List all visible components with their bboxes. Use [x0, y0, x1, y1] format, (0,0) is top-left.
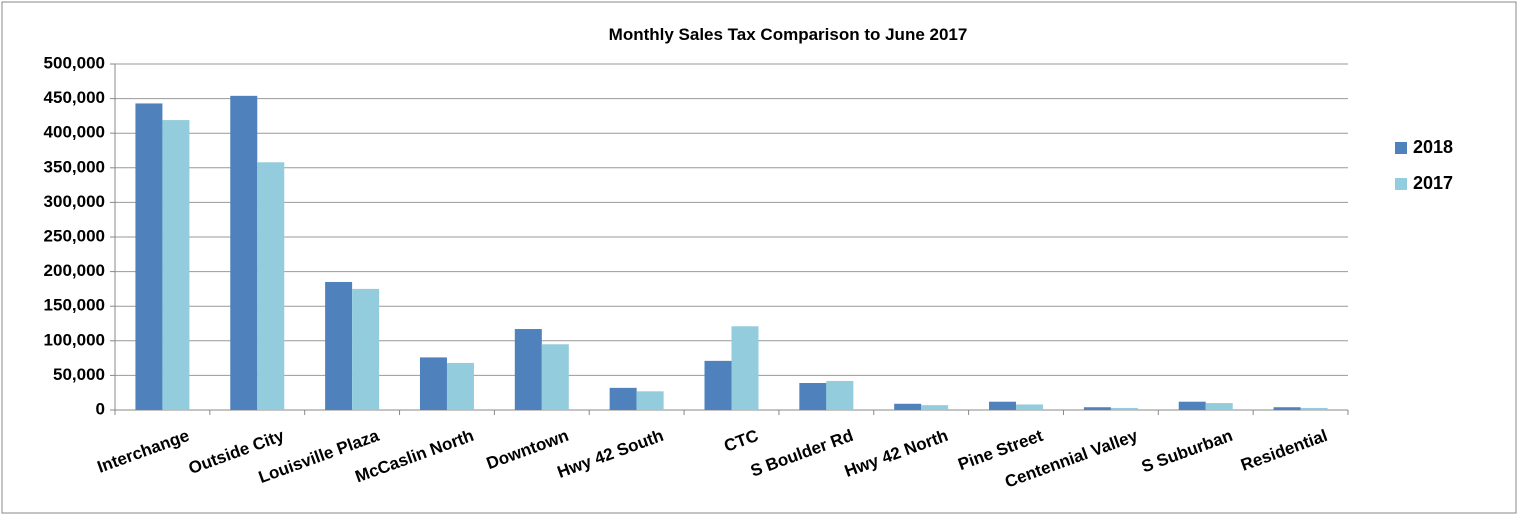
bar: [419, 357, 447, 410]
bar: [921, 405, 949, 410]
bar: [162, 120, 190, 410]
y-tick-label: 100,000: [44, 330, 105, 349]
y-tick-label: 0: [96, 399, 105, 418]
y-tick-label: 500,000: [44, 53, 105, 72]
bar: [135, 103, 163, 410]
y-tick-label: 200,000: [44, 261, 105, 280]
bar: [352, 288, 380, 410]
bar: [541, 344, 569, 410]
bar: [1205, 403, 1233, 410]
bar: [731, 326, 759, 410]
bar: [1300, 407, 1328, 410]
bar: [704, 360, 732, 410]
bar: [325, 281, 353, 410]
y-tick-label: 350,000: [44, 157, 105, 176]
bar: [446, 362, 474, 410]
y-tick-label: 300,000: [44, 192, 105, 211]
bar: [609, 387, 637, 410]
legend-label: 2017: [1413, 173, 1453, 193]
legend-label: 2018: [1413, 137, 1453, 157]
y-tick-label: 250,000: [44, 226, 105, 245]
bar: [1273, 407, 1301, 410]
bar: [636, 391, 664, 410]
y-tick-label: 400,000: [44, 123, 105, 142]
bar: [257, 162, 285, 410]
bar: [799, 383, 827, 410]
y-tick-label: 50,000: [53, 365, 105, 384]
chart-title: Monthly Sales Tax Comparison to June 201…: [609, 25, 968, 44]
y-tick-label: 150,000: [44, 296, 105, 315]
bar: [1083, 407, 1111, 410]
bar: [1110, 407, 1138, 410]
bar: [514, 329, 542, 410]
bar: [1178, 401, 1206, 410]
bar: [989, 401, 1017, 410]
bar: [826, 380, 854, 410]
legend-swatch: [1395, 142, 1407, 154]
y-tick-label: 450,000: [44, 88, 105, 107]
legend-swatch: [1395, 178, 1407, 190]
bar: [894, 403, 922, 410]
bar: [1016, 404, 1044, 410]
bar: [230, 95, 258, 410]
